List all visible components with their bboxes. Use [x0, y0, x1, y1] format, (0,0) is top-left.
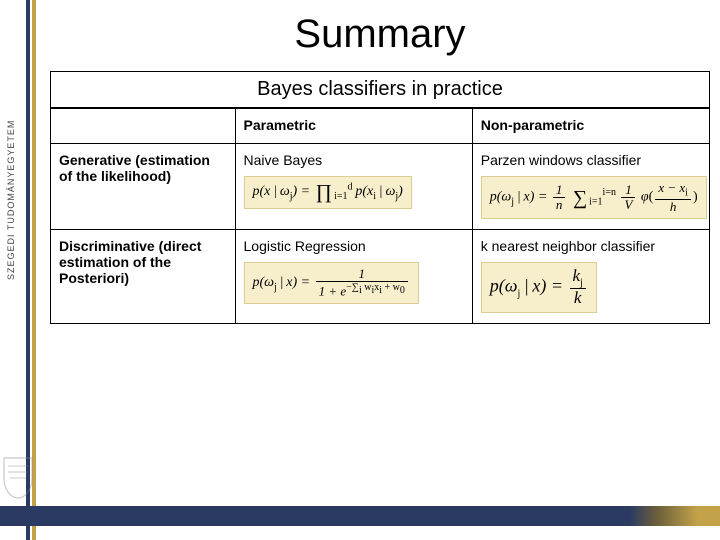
university-crest-icon: [2, 456, 34, 500]
cell-discriminative-nonparametric: k nearest neighbor classifier p(ωj | x) …: [472, 229, 709, 323]
cell-label: k nearest neighbor classifier: [481, 238, 701, 254]
formula-parzen: p(ωj | x) = 1n ∑i=1i=n 1V φ(x − xih): [481, 176, 707, 219]
table-header-row: Parametric Non-parametric: [51, 109, 710, 144]
classifier-table: Parametric Non-parametric Generative (es…: [50, 108, 710, 324]
formula-logistic: p(ωj | x) = 1 1 + e−∑i wixi + w0: [244, 262, 419, 304]
slide-title: Summary: [50, 12, 710, 57]
cell-label: Naive Bayes: [244, 152, 464, 168]
cell-generative-parametric: Naive Bayes p(x | ωj) = ∏i=1d p(xi | ωj): [235, 144, 472, 230]
university-name: SZEGEDI TUDOMÁNYEGYETEM: [6, 120, 16, 280]
footer-bar: [0, 506, 720, 526]
table-row: Generative (estimation of the likelihood…: [51, 144, 710, 230]
formula-naive-bayes: p(x | ωj) = ∏i=1d p(xi | ωj): [244, 176, 412, 209]
formula-knn: p(ωj | x) = kj k: [481, 262, 597, 313]
footer-accent: [630, 506, 720, 526]
col-header-empty: [51, 109, 236, 144]
table-row: Discriminative (direct estimation of the…: [51, 229, 710, 323]
col-header-parametric: Parametric: [235, 109, 472, 144]
slide-content: Summary Bayes classifiers in practice Pa…: [50, 8, 710, 324]
cell-label: Parzen windows classifier: [481, 152, 701, 168]
slide-subtitle: Bayes classifiers in practice: [50, 71, 710, 108]
col-header-nonparametric: Non-parametric: [472, 109, 709, 144]
cell-generative-nonparametric: Parzen windows classifier p(ωj | x) = 1n…: [472, 144, 709, 230]
row-header-generative: Generative (estimation of the likelihood…: [51, 144, 236, 230]
cell-discriminative-parametric: Logistic Regression p(ωj | x) = 1 1 + e−…: [235, 229, 472, 323]
sidebar: SZEGEDI TUDOMÁNYEGYETEM: [0, 0, 42, 540]
row-header-discriminative: Discriminative (direct estimation of the…: [51, 229, 236, 323]
cell-label: Logistic Regression: [244, 238, 464, 254]
